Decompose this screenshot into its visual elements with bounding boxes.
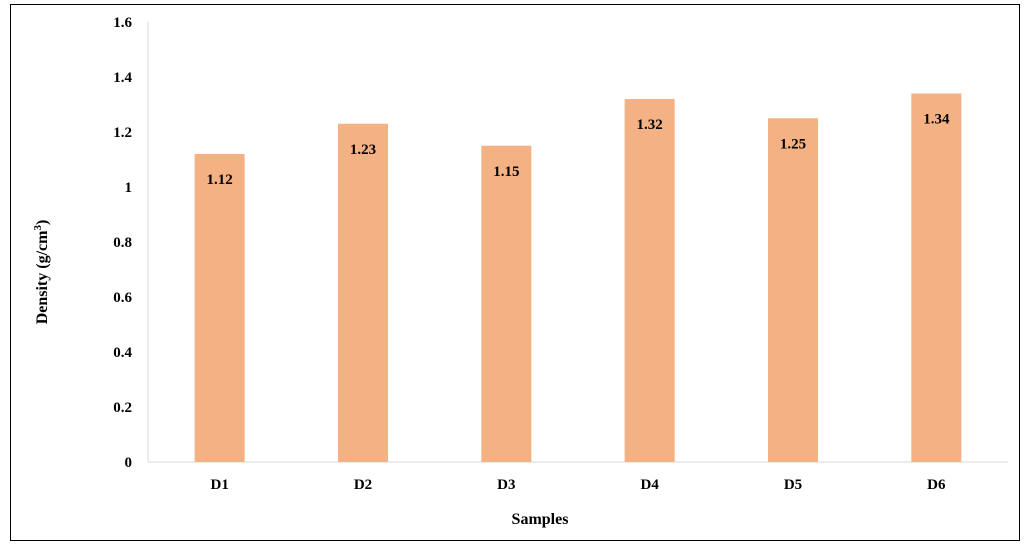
data-label: 1.15: [493, 164, 519, 180]
data-label: 1.25: [780, 136, 806, 152]
y-tick-label: 1.6: [113, 15, 132, 31]
y-tick-label: 0.6: [113, 290, 132, 306]
x-tick-label: D4: [640, 477, 659, 493]
y-tick-label: 0.2: [113, 400, 132, 416]
bar: [338, 123, 388, 462]
bar: [194, 154, 245, 462]
x-tick-label: D5: [784, 477, 802, 493]
y-tick-label: 1.4: [113, 70, 132, 86]
x-tick-label: D1: [210, 477, 228, 493]
x-axis-title: Samples: [512, 511, 569, 528]
data-label: 1.32: [637, 117, 663, 133]
data-label: 1.12: [207, 172, 233, 188]
y-axis-title-end: ): [34, 220, 51, 225]
bar: [911, 93, 962, 462]
y-tick-label: 0: [125, 455, 133, 471]
y-axis-title-superscript: 3: [32, 225, 44, 231]
plot-area: 0 0.2 0.4 0.6 0.8 1 1.2 1.4 1.6 1.12 D1 1.23 D2 1.15 D…: [113, 15, 1008, 493]
x-tick-label: D2: [354, 477, 372, 493]
y-tick-label: 1: [125, 180, 133, 196]
x-tick-label: D3: [497, 477, 515, 493]
y-tick-label: 0.4: [113, 345, 132, 361]
y-tick-label: 0.8: [113, 235, 132, 251]
bar: [481, 145, 532, 462]
y-axis-title-main: Density (g/cm: [34, 230, 51, 324]
y-axis-title: Density (g/cm3): [32, 220, 51, 325]
bar: [768, 118, 818, 462]
x-tick-label: D6: [927, 477, 946, 493]
bar: [624, 99, 675, 462]
y-tick-label: 1.2: [113, 125, 132, 141]
data-label: 1.23: [350, 142, 376, 158]
data-label: 1.34: [923, 112, 950, 128]
